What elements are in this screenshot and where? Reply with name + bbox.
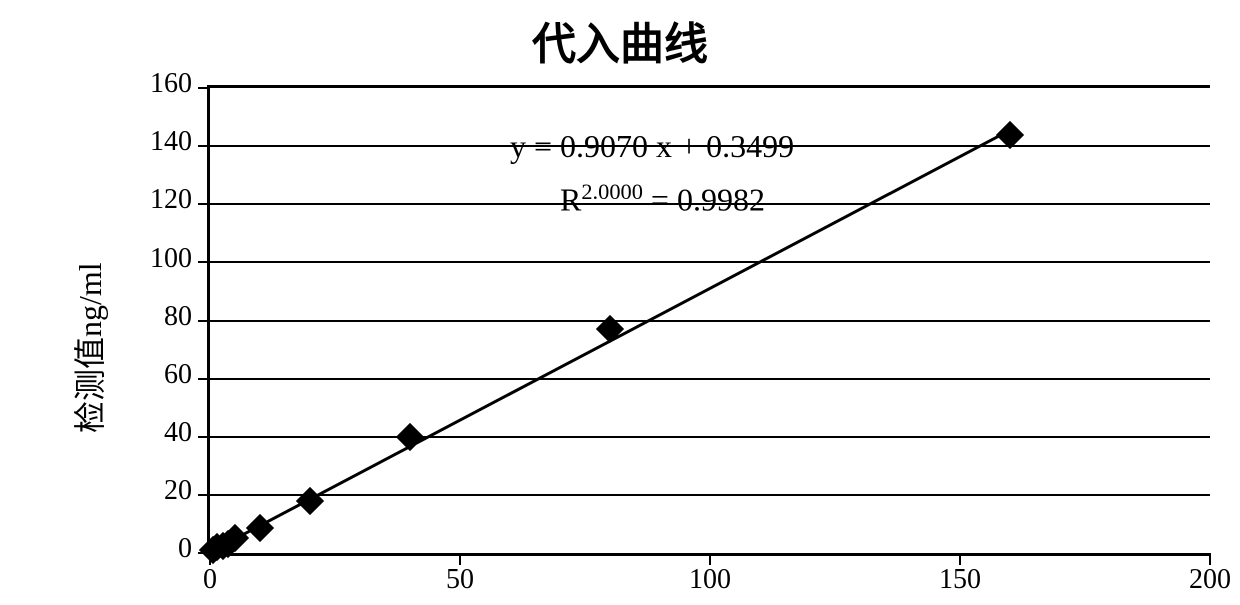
plot-area: y = 0.9070 x + 0.3499 R2.0000 = 0.9982 (210, 85, 1210, 556)
chart-title: 代入曲线 (0, 8, 1240, 72)
ytick-label: 100 (112, 243, 192, 275)
ytick-label: 120 (112, 184, 192, 216)
ytick-label: 20 (112, 475, 192, 507)
xtick-label: 50 (420, 564, 500, 596)
xtick-label: 150 (920, 564, 1000, 596)
ytick-label: 140 (112, 126, 192, 158)
xtick-label: 0 (170, 564, 250, 596)
ytick-label: 80 (112, 301, 192, 333)
xtick-label: 100 (670, 564, 750, 596)
ytick-label: 60 (112, 359, 192, 391)
equation-annotation: y = 0.9070 x + 0.3499 (510, 128, 794, 165)
ytick-label: 0 (112, 533, 192, 565)
xtick-label: 200 (1170, 564, 1240, 596)
r2-annotation: R2.0000 = 0.9982 (560, 179, 765, 219)
chart-container: 代入曲线 检测值ng/ml y = 0.9070 x + 0.3499 R2.00… (0, 0, 1240, 605)
y-axis-label: 检测值ng/ml (65, 262, 111, 433)
ytick-label: 160 (112, 68, 192, 100)
ytick-label: 40 (112, 417, 192, 449)
